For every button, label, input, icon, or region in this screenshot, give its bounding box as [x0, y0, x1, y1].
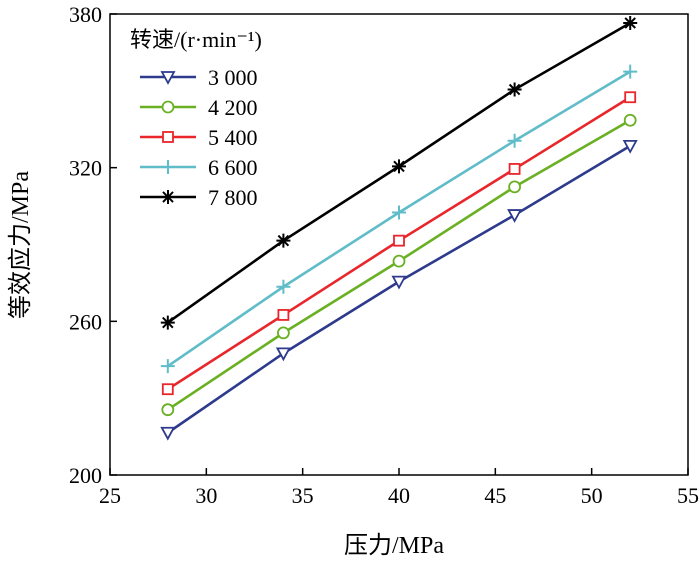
data-point [392, 205, 406, 220]
legend-label: 4 200 [208, 95, 258, 120]
data-point [161, 383, 174, 396]
legend-label: 5 400 [208, 125, 258, 150]
data-point [507, 133, 522, 148]
data-point [391, 275, 407, 290]
legend-marker [161, 100, 175, 114]
data-point [393, 234, 405, 247]
legend-item: 3 000 [140, 65, 258, 90]
data-point [508, 180, 521, 194]
x-tick-label: 40 [388, 483, 410, 508]
legend-label: 7 800 [208, 185, 258, 210]
x-tick-label: 30 [195, 483, 217, 508]
legend-item: 4 200 [140, 95, 258, 120]
legend-item: 5 400 [140, 125, 258, 150]
series-4200 [161, 113, 637, 417]
data-point [507, 82, 522, 97]
legend-marker [160, 71, 176, 85]
axes: 25 30 35 40 45 50 55 200 260 320 380 [69, 2, 699, 508]
y-tick-label: 260 [69, 309, 102, 334]
data-point [160, 315, 175, 330]
data-point [622, 139, 638, 154]
x-tick-label: 50 [581, 483, 603, 508]
series-group [160, 15, 638, 441]
data-point [392, 159, 406, 174]
y-tick-label: 320 [69, 156, 102, 181]
data-point [508, 163, 521, 175]
data-point [276, 326, 290, 340]
data-point [276, 233, 291, 248]
data-point [161, 403, 175, 417]
data-point [160, 426, 176, 441]
legend-label: 3 000 [208, 65, 258, 90]
legend-title: 转速/(r·min⁻¹) [130, 27, 262, 52]
legend-label: 6 600 [208, 155, 258, 180]
data-point [507, 209, 523, 223]
legend-marker [161, 190, 175, 204]
legend: 转速/(r·min⁻¹) 3 000 4 200 5 400 6 600 7 800 [130, 27, 262, 210]
legend-item: 6 600 [140, 155, 258, 180]
x-tick-label: 25 [99, 483, 121, 508]
x-tick-label: 55 [677, 483, 699, 508]
x-axis-title: 压力/MPa [344, 532, 444, 559]
data-point [160, 359, 175, 374]
legend-marker [161, 160, 175, 174]
series-3000 [160, 139, 638, 441]
data-point [276, 279, 291, 294]
data-point [623, 64, 638, 79]
legend-marker [162, 131, 174, 143]
series-6600 [160, 64, 638, 374]
data-point [392, 254, 406, 268]
series-5400 [161, 91, 637, 396]
y-tick-label: 380 [69, 2, 102, 27]
data-point [277, 309, 290, 321]
x-tick-label: 45 [484, 483, 506, 508]
y-tick-label: 200 [69, 463, 102, 488]
data-point [275, 347, 291, 362]
legend-item: 7 800 [140, 185, 258, 210]
data-point [623, 15, 638, 30]
data-point [623, 113, 637, 127]
data-point [624, 91, 637, 104]
series-7800 [160, 15, 638, 330]
x-tick-label: 35 [292, 483, 314, 508]
y-axis-title: 等效应力/MPa [7, 171, 34, 319]
